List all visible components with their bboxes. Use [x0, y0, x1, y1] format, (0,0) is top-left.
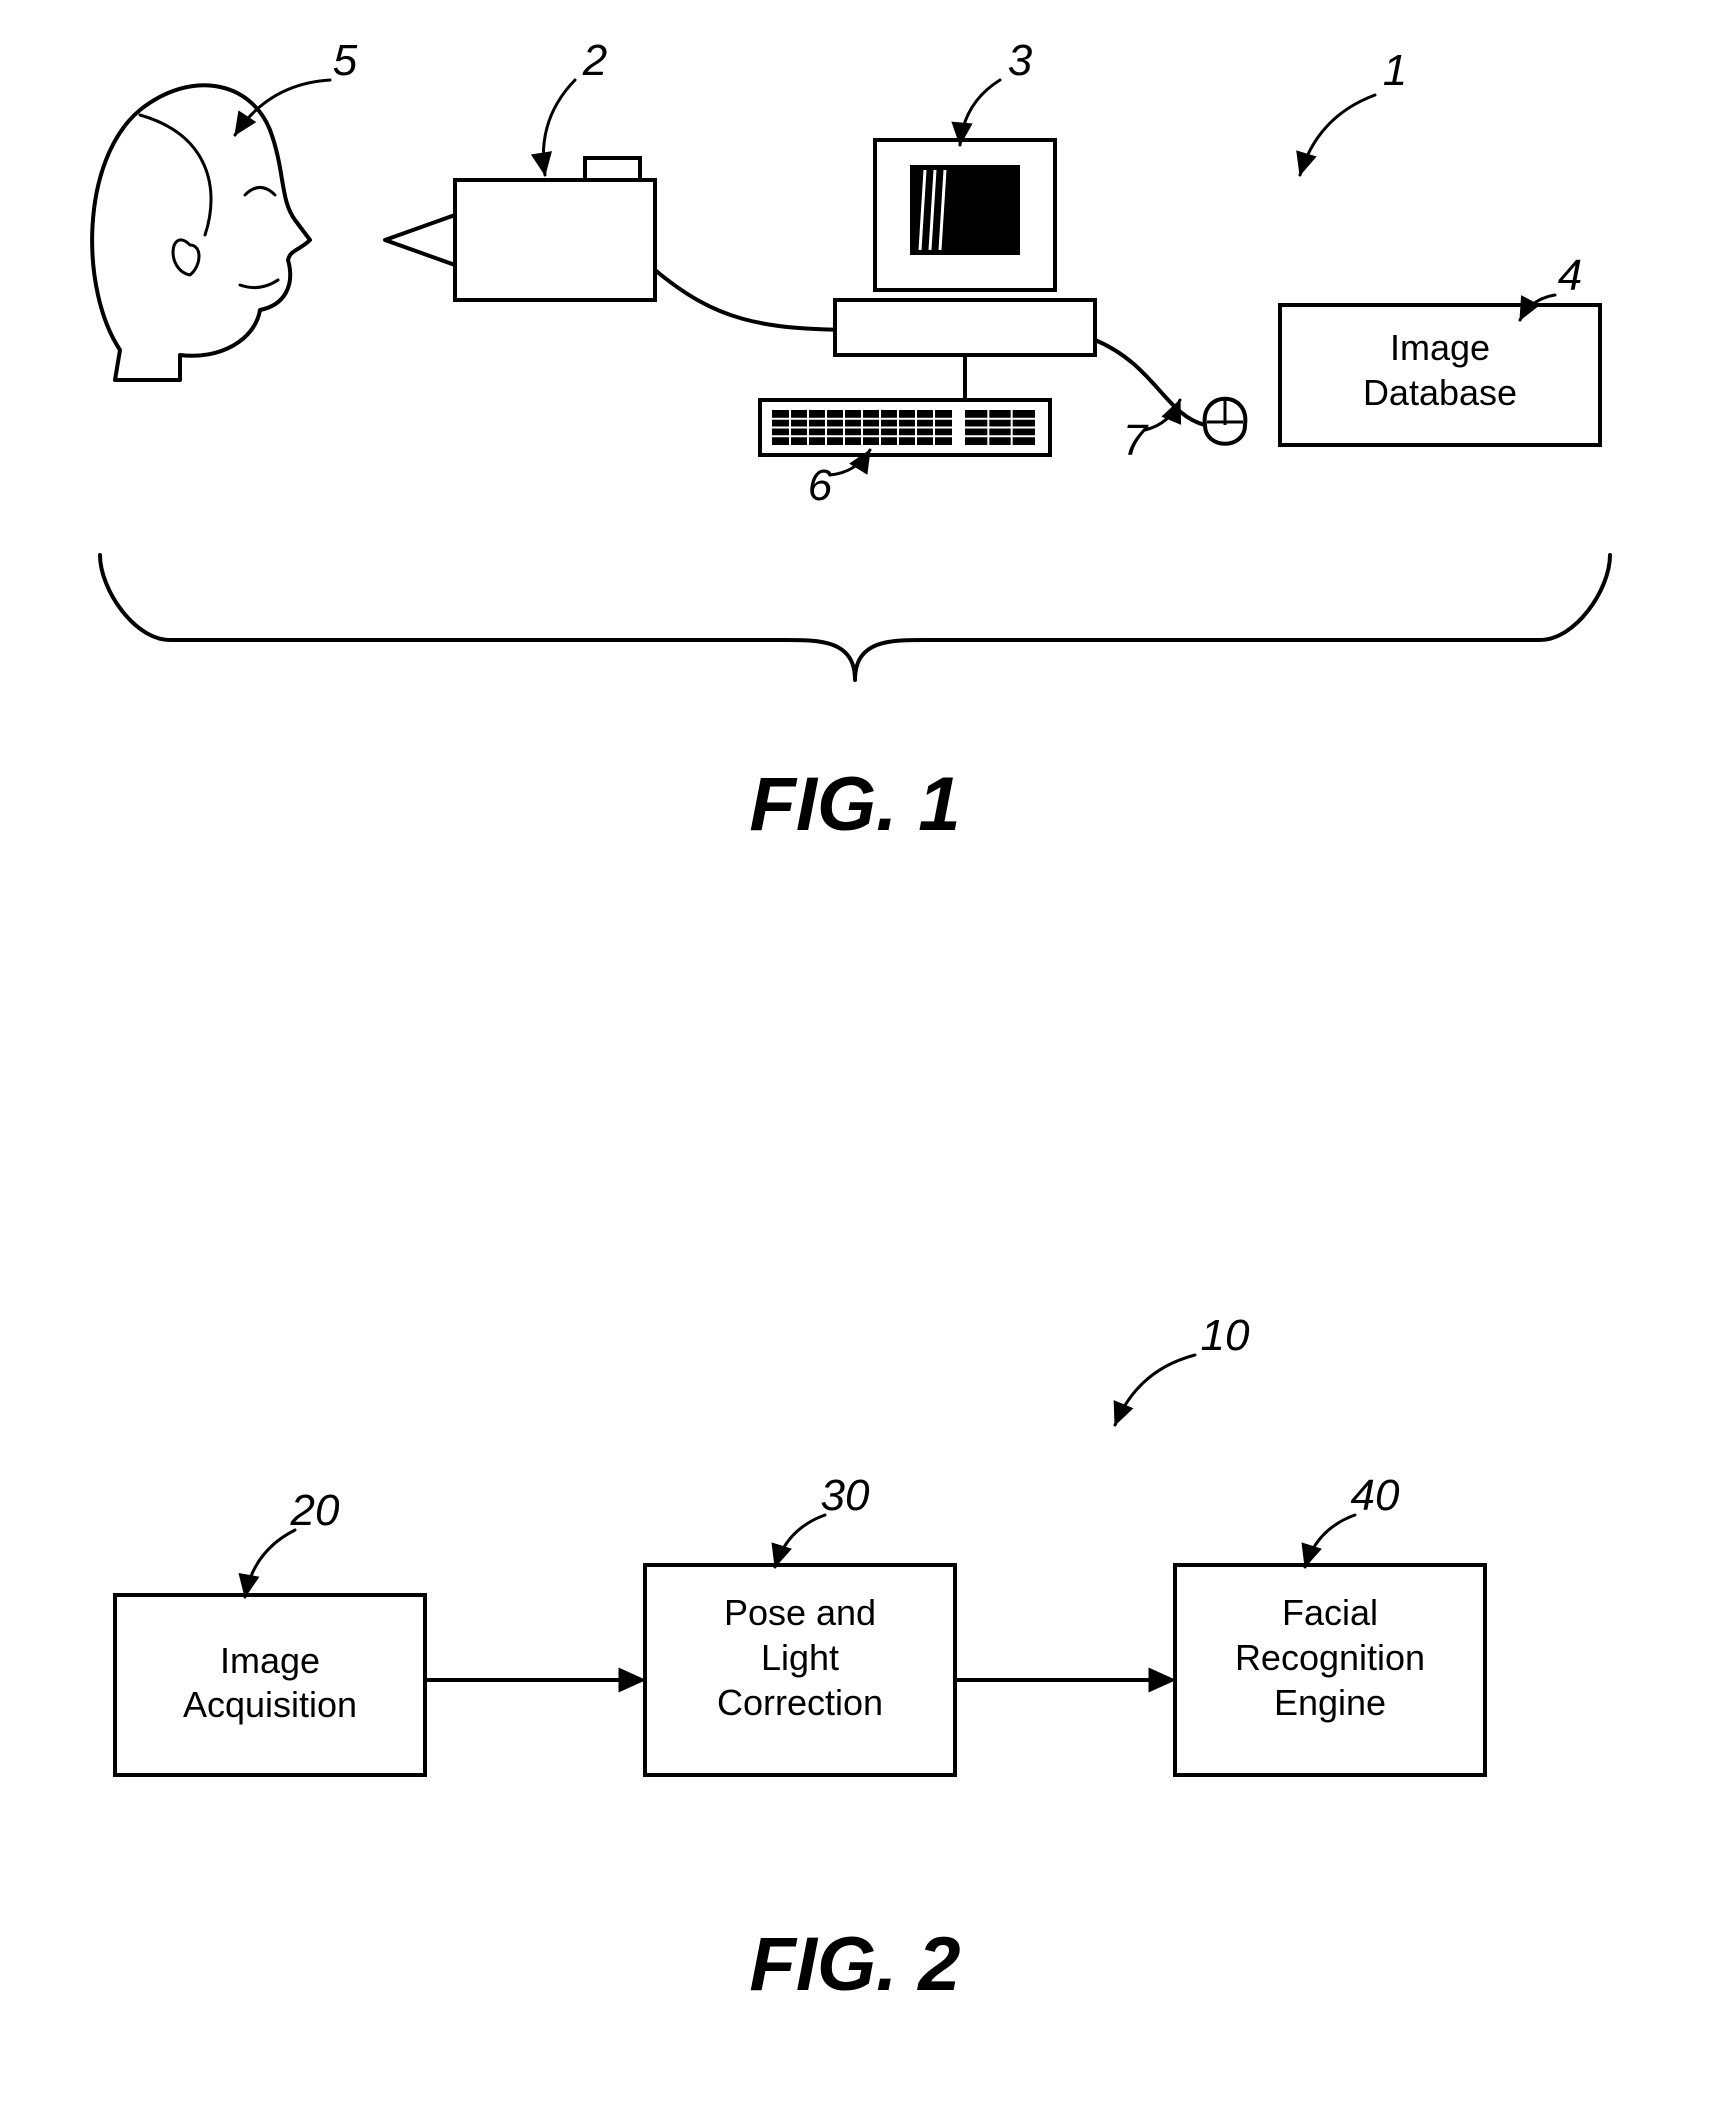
svg-text:Acquisition: Acquisition — [183, 1684, 357, 1725]
svg-text:Facial: Facial — [1282, 1592, 1378, 1633]
svg-text:Image: Image — [1390, 327, 1490, 368]
svg-text:2: 2 — [582, 36, 607, 85]
svg-text:Correction: Correction — [717, 1682, 883, 1723]
svg-text:5: 5 — [333, 36, 358, 85]
svg-text:Image: Image — [220, 1640, 320, 1681]
svg-text:20: 20 — [290, 1486, 340, 1535]
svg-text:Recognition: Recognition — [1235, 1637, 1425, 1678]
svg-text:30: 30 — [821, 1471, 870, 1520]
svg-text:Pose and: Pose and — [724, 1592, 876, 1633]
svg-text:3: 3 — [1008, 36, 1033, 85]
svg-text:Light: Light — [761, 1637, 839, 1678]
svg-text:Database: Database — [1363, 372, 1517, 413]
svg-text:40: 40 — [1351, 1471, 1400, 1520]
svg-text:FIG. 1: FIG. 1 — [749, 762, 960, 847]
svg-text:FIG. 2: FIG. 2 — [749, 1922, 960, 2007]
svg-text:1: 1 — [1383, 46, 1407, 95]
svg-text:10: 10 — [1201, 1311, 1250, 1360]
svg-text:Engine: Engine — [1274, 1682, 1386, 1723]
svg-text:6: 6 — [808, 461, 833, 510]
svg-text:4: 4 — [1558, 251, 1582, 300]
svg-text:7: 7 — [1123, 416, 1149, 465]
